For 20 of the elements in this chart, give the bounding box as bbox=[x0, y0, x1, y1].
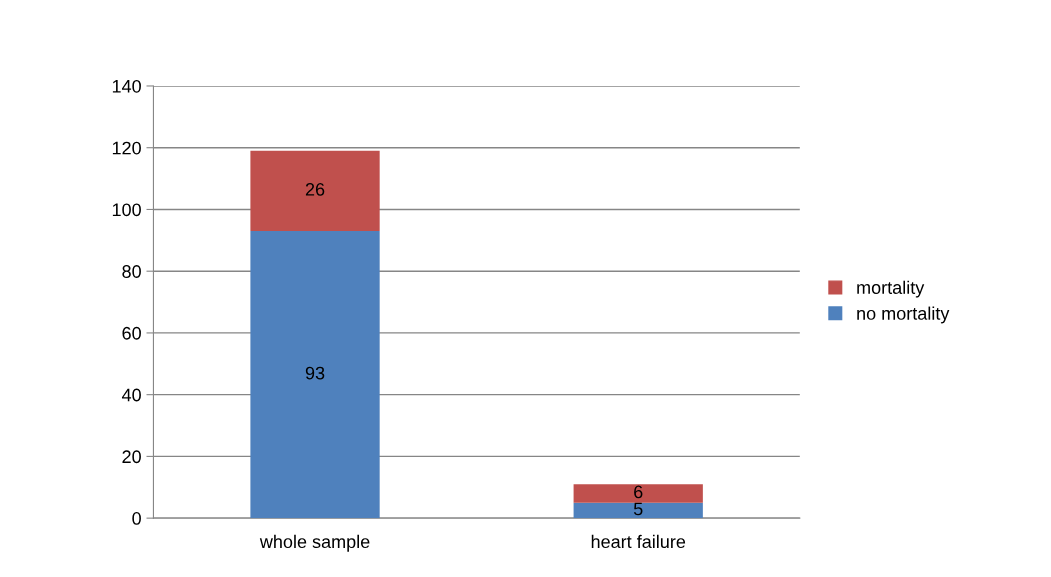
bar bbox=[250, 231, 380, 519]
y-tick-label: 40 bbox=[121, 388, 141, 402]
legend-label: no mortality bbox=[857, 306, 950, 324]
x-tick-label: heart failure bbox=[591, 534, 686, 549]
y-tick-label: 100 bbox=[112, 203, 141, 217]
y-tick-label: 120 bbox=[112, 141, 141, 155]
bar bbox=[573, 484, 703, 503]
legend-label: mortality bbox=[857, 280, 925, 298]
x-tick-label: whole sample bbox=[259, 534, 370, 552]
data-label: 26 bbox=[305, 182, 325, 196]
data-label: 93 bbox=[305, 366, 325, 380]
y-tick-label: 80 bbox=[122, 265, 141, 278]
bar bbox=[573, 502, 703, 519]
bar bbox=[250, 150, 380, 232]
data-label: 6 bbox=[634, 485, 643, 499]
data-label: 5 bbox=[633, 502, 643, 516]
y-tick-label: 20 bbox=[122, 450, 141, 464]
y-tick-label: 140 bbox=[112, 79, 141, 93]
y-tick-label: 60 bbox=[122, 326, 141, 340]
y-tick-label: 0 bbox=[132, 512, 141, 525]
